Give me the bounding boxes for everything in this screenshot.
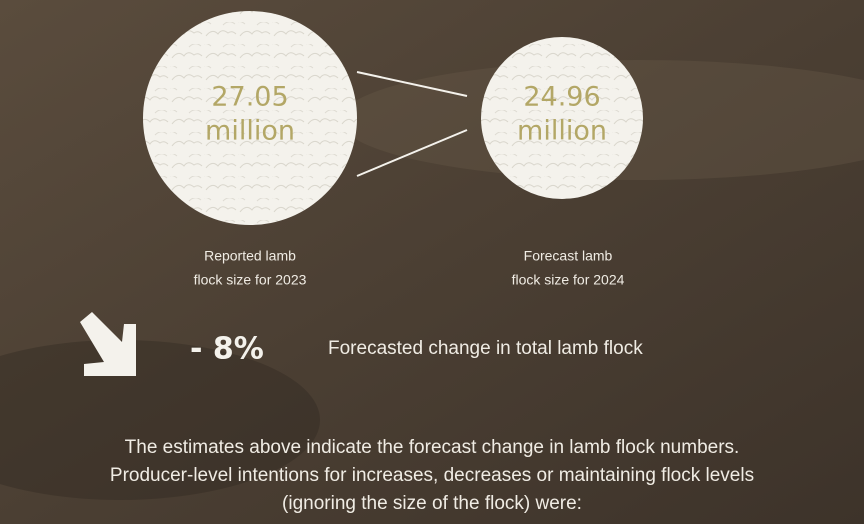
paragraph-line: (ignoring the size of the flock) were: bbox=[282, 493, 582, 514]
caption: flock size for 2023 bbox=[194, 272, 307, 288]
value: 24.96 bbox=[523, 82, 600, 113]
value: 27.05 bbox=[211, 82, 288, 113]
caption: Reported lamb bbox=[204, 248, 296, 264]
circle-2023 bbox=[143, 11, 357, 225]
connector bbox=[356, 71, 468, 97]
down-arrow bbox=[80, 312, 136, 376]
caption: flock size for 2024 bbox=[512, 272, 625, 288]
caption: Forecast lamb bbox=[524, 248, 613, 264]
change-label: Forecasted change in total lamb flock bbox=[328, 338, 643, 359]
connector bbox=[356, 129, 468, 177]
texture bbox=[0, 340, 320, 500]
unit: million bbox=[205, 116, 295, 147]
paragraph-line: The estimates above indicate the forecas… bbox=[125, 437, 740, 458]
change-value: - 8% bbox=[190, 332, 264, 367]
paragraph-line: Producer-level intentions for increases,… bbox=[110, 465, 754, 486]
circle-2024 bbox=[481, 37, 643, 199]
unit: million bbox=[517, 116, 607, 147]
